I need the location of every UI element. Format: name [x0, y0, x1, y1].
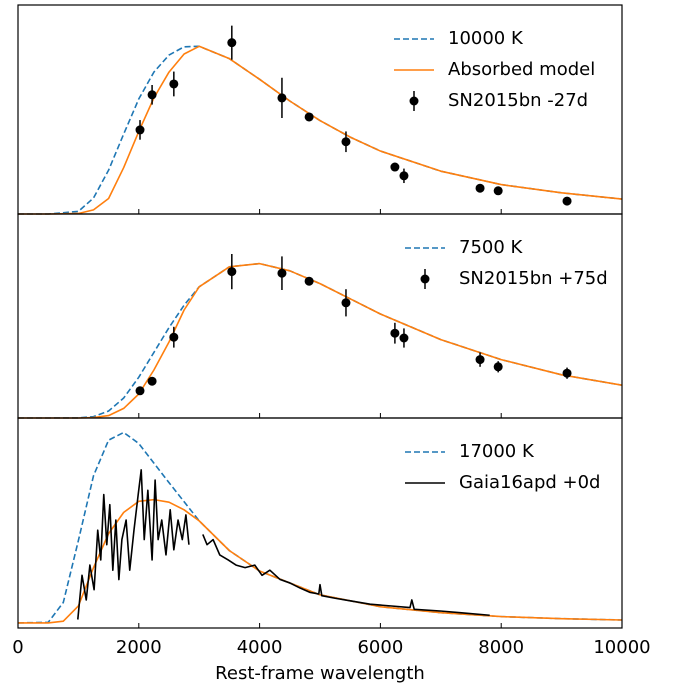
legend-label: 10000 K: [448, 28, 524, 49]
x-axis-label: Rest-frame wavelength: [215, 663, 425, 684]
data-point: [304, 276, 314, 286]
data-point: [277, 268, 287, 278]
data-point: [135, 125, 145, 135]
legend-label: Gaia16apd +0d: [459, 472, 600, 493]
data-point: [341, 137, 351, 147]
legend-glyph: [409, 96, 419, 106]
data-point: [147, 376, 157, 386]
legend-label: SN2015bn +75d: [459, 268, 608, 289]
x-tick-label: 6000: [357, 637, 403, 658]
legend-glyph: [420, 274, 430, 284]
data-point: [169, 79, 179, 89]
legend-label: Absorbed model: [448, 59, 595, 80]
data-point: [562, 196, 572, 206]
data-point: [493, 362, 503, 372]
x-tick-label: 4000: [237, 637, 283, 658]
x-tick-label: 0: [12, 637, 23, 658]
data-point: [147, 90, 157, 100]
x-tick-label: 10000: [593, 637, 650, 658]
data-point: [227, 267, 237, 277]
data-line: [18, 262, 623, 419]
data-point: [475, 183, 485, 193]
data-point: [390, 328, 400, 338]
x-tick-label: 2000: [116, 637, 162, 658]
x-tick-label: 8000: [478, 637, 524, 658]
data-point: [304, 112, 314, 122]
legend-label: SN2015bn -27d: [448, 90, 588, 111]
legend-label: 17000 K: [459, 441, 535, 462]
data-point: [227, 38, 237, 48]
data-point: [399, 333, 409, 343]
data-point: [169, 332, 179, 342]
data-point: [277, 93, 287, 103]
data-line: [18, 45, 623, 215]
data-point: [493, 186, 503, 196]
data-point: [475, 355, 485, 365]
data-line: [18, 498, 623, 624]
data-point: [562, 368, 572, 378]
data-point: [390, 162, 400, 172]
legend-label: 7500 K: [459, 237, 524, 258]
plot-frame: [17, 213, 623, 419]
data-point: [341, 298, 351, 308]
data-line: [77, 469, 490, 620]
plot-frame: [17, 417, 623, 629]
data-point: [399, 171, 409, 181]
data-point: [135, 386, 145, 396]
